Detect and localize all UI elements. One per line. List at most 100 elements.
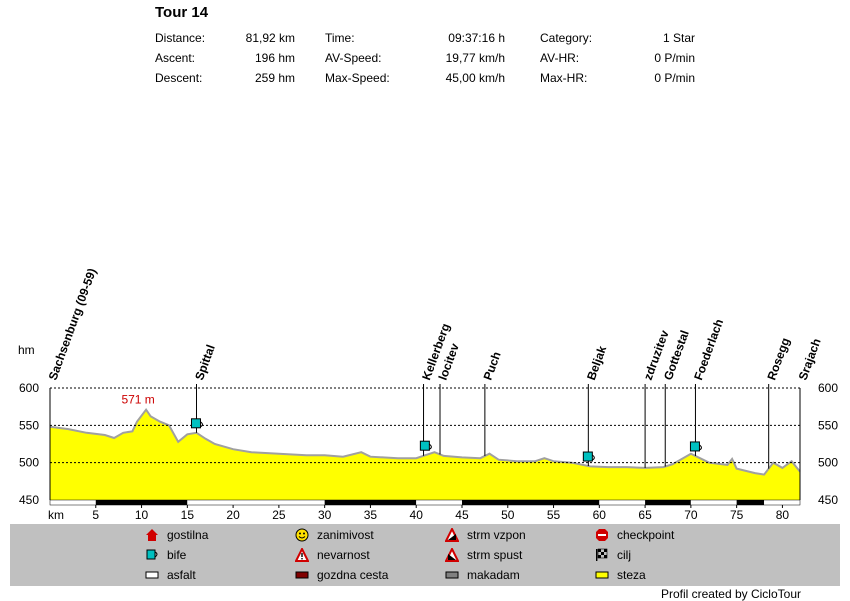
bife-marker-handle [592,454,595,461]
stat-value: 259 hm [254,71,295,85]
credit: Profil created by CicloTour [660,587,801,601]
legend-label: cilj [617,548,631,562]
bife-marker-cup [419,440,430,451]
legend-label: zanimivost [317,528,374,542]
steep-descent-icon [444,546,460,562]
stat-value: 45,00 km/h [445,71,505,85]
waypoint-label: Spittal [192,343,218,382]
legend-item: zanimivost [295,528,374,542]
legend: gostilna bife asfalt zanimivost nevarnost goz… [10,524,840,586]
legend-label: makadam [467,568,520,582]
stat-value: 1 Star [662,31,695,45]
bife-marker-handle [429,443,432,450]
legend-label: strm vzpon [467,528,526,542]
x-tick-label: 60 [593,508,607,522]
stat-label: Category: [540,31,593,45]
cup-icon [145,548,159,562]
waypoint-label: Rosegg [764,336,792,382]
legend-label: nevarnost [317,548,370,562]
road-segment [187,500,325,505]
surface-path-icon [595,568,609,582]
stat-value: 19,77 km/h [445,51,505,65]
surface-forest-icon [295,568,309,582]
y-tick-label-right: 550 [818,418,838,432]
road-segment [95,500,188,505]
legend-item: makadam [445,568,520,582]
road-segment [324,500,417,505]
y-tick-label-right: 500 [818,456,838,470]
x-tick-label: 20 [226,508,240,522]
surface-asfalt-icon [145,568,159,582]
legend-item: cilj [595,548,631,562]
waypoint-label: Beljak [584,344,609,382]
road-segment [645,500,691,505]
stat-value: 0 P/min [654,51,695,65]
x-tick-label: 75 [730,508,744,522]
legend-item: asfalt [145,568,196,582]
y-tick-label-left: 450 [19,493,39,507]
bife-marker-cup [190,418,201,429]
road-bar-frame [49,499,801,506]
elevation-line [49,407,801,476]
legend-item: bife [145,548,186,562]
y-tick-label-left: 500 [19,456,39,470]
legend-item: checkpoint [595,528,674,542]
bife-marker-cup [582,451,593,462]
x-tick-label: 45 [455,508,469,522]
tour-title: Tour 14 [155,4,209,21]
road-segment [764,500,800,505]
waypoint-label: Sachsenburg (09-59) [46,266,100,382]
bife-marker-handle [200,421,203,428]
legend-item: gostilna [145,528,208,542]
road-segment [416,500,462,505]
legend-label: bife [167,548,187,562]
legend-label: strm spust [467,548,523,562]
stat-value: 81,92 km [245,31,295,45]
x-tick-label: 55 [547,508,561,522]
road-segment [599,500,646,505]
x-tick-label: 10 [135,508,149,522]
house-icon [145,528,159,542]
y-tick-label-right: 450 [818,493,838,507]
stop-icon [595,528,609,542]
x-tick-label: 5 [92,508,99,522]
road-segment [690,500,737,505]
x-tick-label: 80 [776,508,790,522]
stat-label: Time: [325,31,355,45]
stat-value: 09:37:16 h [448,31,505,45]
stat-label: Distance: [155,31,206,45]
stat-value: 0 P/min [654,71,695,85]
finish-flag-icon [595,548,609,562]
elevation-profile-chart: 450 450 500 500 550 550 600 600 hm km 5 10 15 20 25 30 3… [18,266,838,522]
x-tick-label: 65 [638,508,652,522]
stat-label: Descent: [155,71,203,85]
smiley-icon [295,528,309,542]
legend-label: checkpoint [617,528,675,542]
y-tick-label-right: 600 [818,381,838,395]
stat-label: Max-HR: [540,71,588,85]
stat-label: AV-Speed: [325,51,382,65]
max-elevation-label: 571 m [121,393,154,407]
warning-icon [294,546,310,562]
y-tick-label-left: 600 [19,381,39,395]
x-axis-label: km [48,508,64,522]
legend-label: asfalt [167,568,196,582]
steep-climb-icon [444,526,460,542]
stat-label: AV-HR: [540,51,580,65]
legend-item: nevarnost [294,546,370,562]
x-tick-label: 70 [684,508,698,522]
elevation-area [50,409,800,500]
legend-item: gozdna cesta [295,568,388,582]
bife-marker-handle [699,444,702,451]
x-tick-label: 40 [410,508,424,522]
y-axis-label: hm [18,343,35,357]
road-segment [736,500,765,505]
x-tick-label: 50 [501,508,515,522]
bife-marker-cup [689,441,700,452]
waypoint-label: Puch [481,350,504,382]
road-segment [50,500,96,505]
legend-label: gostilna [167,528,209,542]
waypoint-label: Srajach [796,336,824,382]
legend-label: steza [617,568,646,582]
legend-item: strm vzpon [444,526,526,542]
